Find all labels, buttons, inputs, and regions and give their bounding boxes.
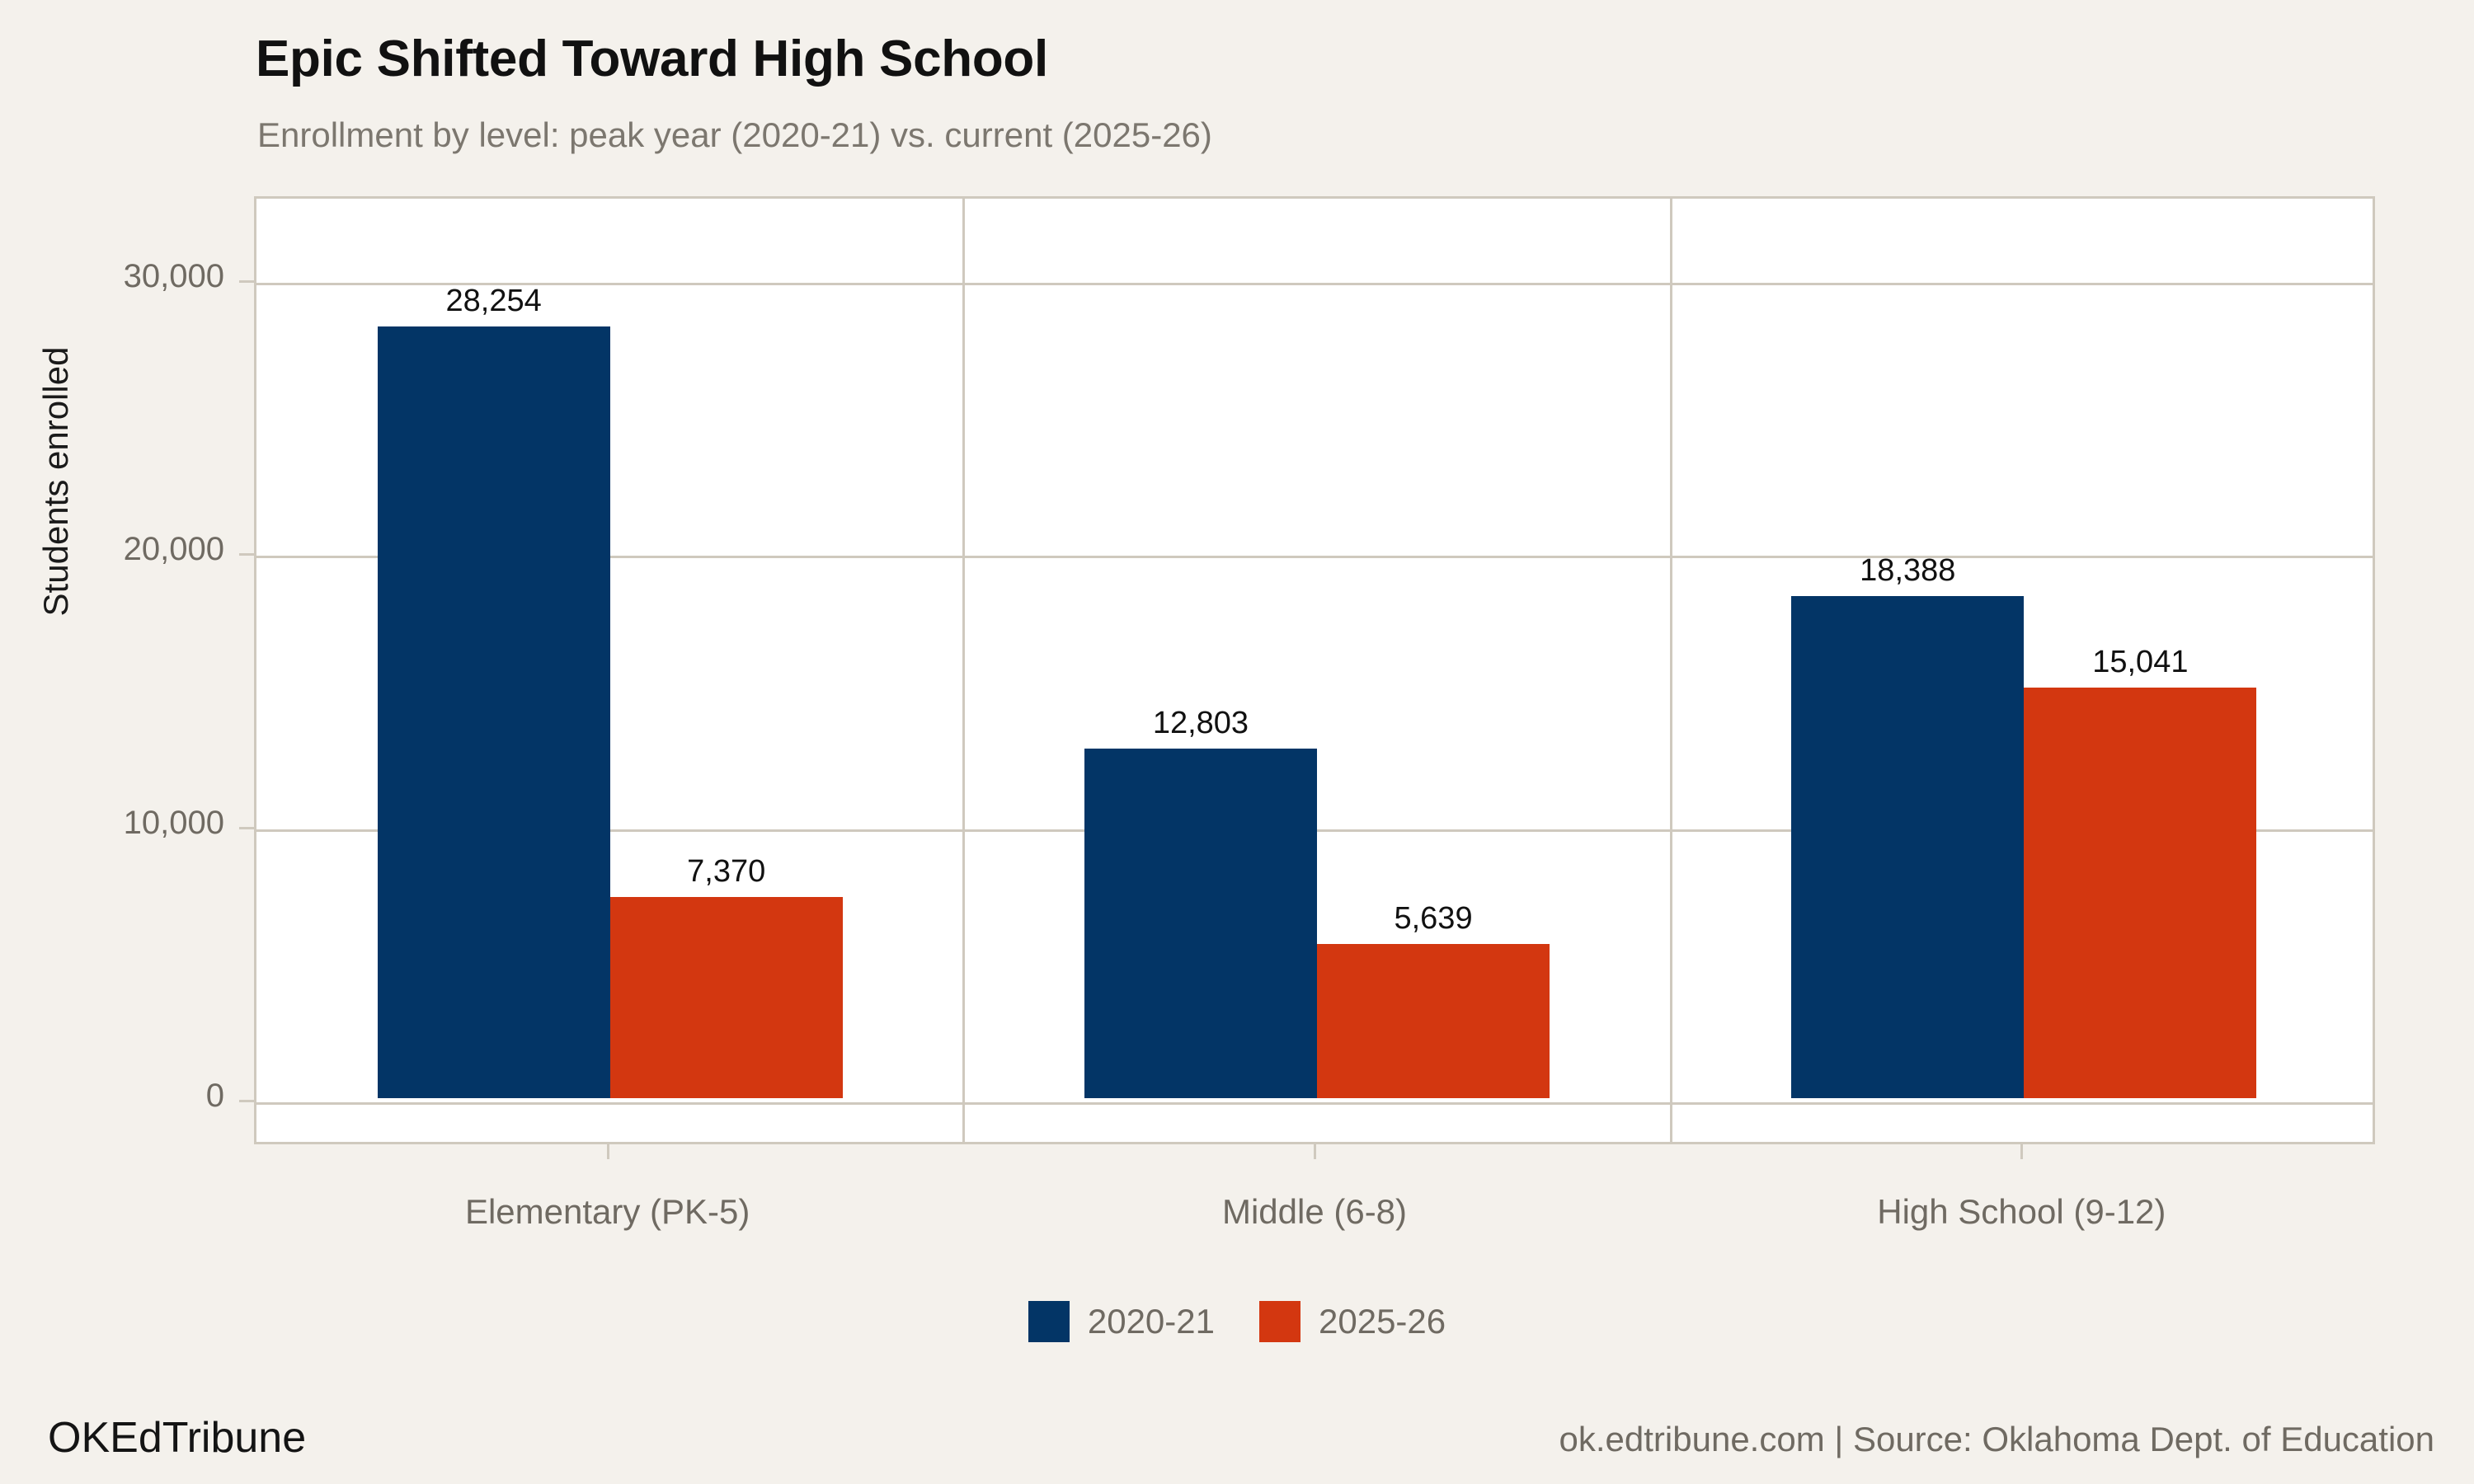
bar-2025-26[interactable] (2024, 687, 2257, 1098)
page-title: Epic Shifted Toward High School (256, 31, 1048, 87)
gridline-vertical (962, 199, 966, 1142)
bar-value-label: 7,370 (687, 853, 766, 889)
x-tick-mark (606, 1144, 609, 1159)
y-tick-label: 10,000 (123, 804, 224, 841)
x-tick-mark (2020, 1144, 2024, 1159)
bar-value-label: 5,639 (1394, 901, 1473, 937)
bar-value-label: 28,254 (445, 283, 542, 318)
legend-label: 2020-21 (1087, 1302, 1215, 1341)
bar-value-label: 15,041 (2092, 644, 2189, 679)
y-tick-mark (239, 826, 254, 829)
bar-value-label: 12,803 (1152, 705, 1249, 740)
legend-swatch-icon (1028, 1301, 1070, 1342)
plot-area: 28,254 7,370 12,803 5,639 18,388 15,041 (254, 196, 2375, 1144)
x-tick-label: Middle (6-8) (1221, 1192, 1408, 1231)
gridline-horizontal (256, 282, 2373, 285)
bar-2025-26[interactable] (1317, 944, 1550, 1098)
bar-2025-26[interactable] (609, 896, 843, 1098)
y-tick-mark (239, 1100, 254, 1102)
chart-subtitle: Enrollment by level: peak year (2020-21)… (257, 115, 1212, 154)
bar-2020-21[interactable] (1791, 595, 2025, 1098)
legend-item[interactable]: 2025-26 (1259, 1301, 1446, 1342)
x-tick-label: Elementary (PK-5) (464, 1192, 750, 1231)
y-tick-mark (239, 553, 254, 556)
x-tick-mark (1314, 1144, 1316, 1159)
gridline-horizontal (256, 1102, 2373, 1105)
footer-source: ok.edtribune.com | Source: Oklahoma Dept… (1559, 1420, 2434, 1458)
x-tick-label: High School (9-12) (1877, 1192, 2166, 1231)
y-tick-mark (239, 279, 254, 283)
bar-2020-21[interactable] (377, 326, 610, 1098)
plot-inner: 28,254 7,370 12,803 5,639 18,388 15,041 (256, 199, 2373, 1142)
y-tick-label: 20,000 (123, 531, 224, 568)
gridline-horizontal (256, 556, 2373, 559)
y-tick-label: 0 (205, 1078, 224, 1114)
legend-item[interactable]: 2020-21 (1028, 1301, 1215, 1342)
legend-label: 2025-26 (1319, 1302, 1446, 1341)
chart-legend: 2020-21 2025-26 (0, 1301, 2474, 1342)
bar-2020-21[interactable] (1084, 748, 1317, 1098)
gridline-vertical (1669, 199, 1672, 1142)
y-tick-label: 30,000 (123, 257, 224, 294)
bar-value-label: 18,388 (1860, 552, 1956, 588)
footer-brand: OKEdTribune (48, 1414, 307, 1462)
legend-swatch-icon (1259, 1301, 1300, 1342)
